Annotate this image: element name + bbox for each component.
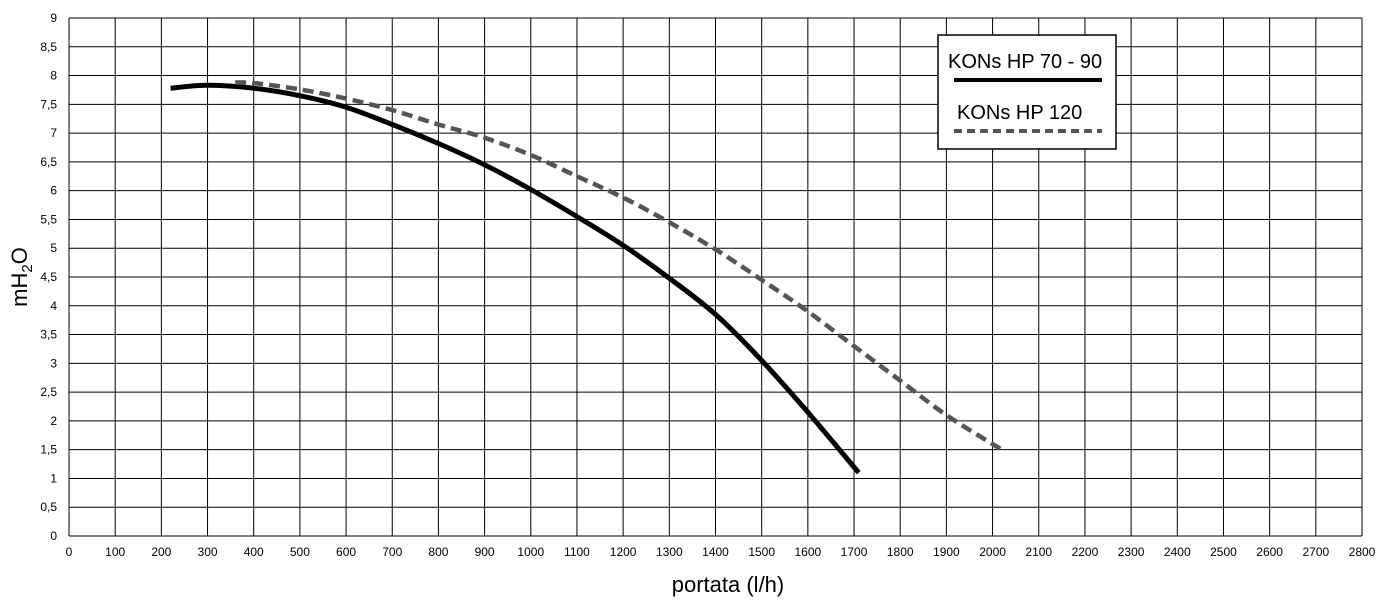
- x-tick-label: 1100: [564, 545, 590, 559]
- legend-label-series-2: KONs HP 120: [957, 102, 1082, 124]
- series-layer: [171, 82, 1002, 472]
- y-tick-label: 7,5: [40, 97, 57, 111]
- y-tick-label: 1,5: [40, 443, 57, 457]
- y-tick-label: 0: [50, 529, 57, 543]
- x-tick-label: 0: [66, 545, 73, 559]
- x-tick-label: 2500: [1210, 545, 1237, 559]
- legend-label-series-1: KONs HP 70 - 90: [948, 51, 1102, 73]
- y-tick-label: 1: [50, 471, 57, 485]
- y-axis-tick-labels: 0 0,5 1 1,5 2 2,5 3 3,5 4 4,5 5 5,5 6 6,5 7 7,5 8 8,5 9: [40, 11, 57, 543]
- x-tick-label: 2800: [1349, 545, 1376, 559]
- x-tick-label: 1400: [702, 545, 729, 559]
- y-tick-label: 7: [50, 126, 57, 140]
- x-tick-label: 2200: [1072, 545, 1099, 559]
- y-tick-label: 6,5: [40, 155, 57, 169]
- x-tick-label: 400: [244, 545, 264, 559]
- y-axis-title: mH2O: [7, 247, 36, 307]
- x-tick-label: 200: [151, 545, 171, 559]
- x-tick-label: 800: [428, 545, 448, 559]
- y-tick-label: 8: [50, 69, 57, 83]
- y-tick-label: 2,5: [40, 385, 57, 399]
- y-tick-label: 3,5: [40, 328, 57, 342]
- x-tick-label: 2600: [1256, 545, 1283, 559]
- x-tick-label: 2000: [979, 545, 1006, 559]
- x-tick-label: 600: [336, 545, 356, 559]
- x-tick-label: 1200: [610, 545, 637, 559]
- x-tick-label: 1300: [656, 545, 683, 559]
- x-tick-label: 2400: [1164, 545, 1191, 559]
- y-tick-label: 2: [50, 414, 57, 428]
- x-tick-label: 700: [382, 545, 402, 559]
- y-tick-label: 5: [50, 241, 57, 255]
- x-tick-label: 2700: [1302, 545, 1329, 559]
- x-tick-label: 300: [198, 545, 218, 559]
- y-tick-label: 5,5: [40, 212, 57, 226]
- series-line-1: [171, 85, 859, 472]
- x-tick-label: 2300: [1118, 545, 1145, 559]
- chart-grid: [69, 18, 1362, 536]
- x-axis-tick-labels: 0 100 200 300 400 500 600 700 800 900 1000 1100 1200…: [66, 545, 1376, 559]
- y-tick-label: 8,5: [40, 40, 57, 54]
- x-axis-title: portata (l/h): [672, 572, 785, 597]
- y-tick-label: 4: [50, 299, 57, 313]
- y-tick-label: 4,5: [40, 270, 57, 284]
- x-tick-label: 1800: [887, 545, 914, 559]
- y-tick-label: 0,5: [40, 500, 57, 514]
- y-tick-label: 6: [50, 184, 57, 198]
- x-tick-label: 1600: [795, 545, 822, 559]
- x-tick-label: 1500: [748, 545, 775, 559]
- x-tick-label: 1900: [933, 545, 960, 559]
- x-tick-label: 900: [475, 545, 495, 559]
- x-tick-label: 1000: [517, 545, 544, 559]
- series-line-2: [235, 82, 1002, 449]
- y-tick-label: 9: [50, 11, 57, 25]
- x-tick-label: 1700: [841, 545, 868, 559]
- x-tick-label: 100: [105, 545, 125, 559]
- x-tick-label: 500: [290, 545, 310, 559]
- legend: KONs HP 70 - 90 KONs HP 120: [938, 35, 1116, 149]
- x-tick-label: 2100: [1025, 545, 1052, 559]
- y-tick-label: 3: [50, 356, 57, 370]
